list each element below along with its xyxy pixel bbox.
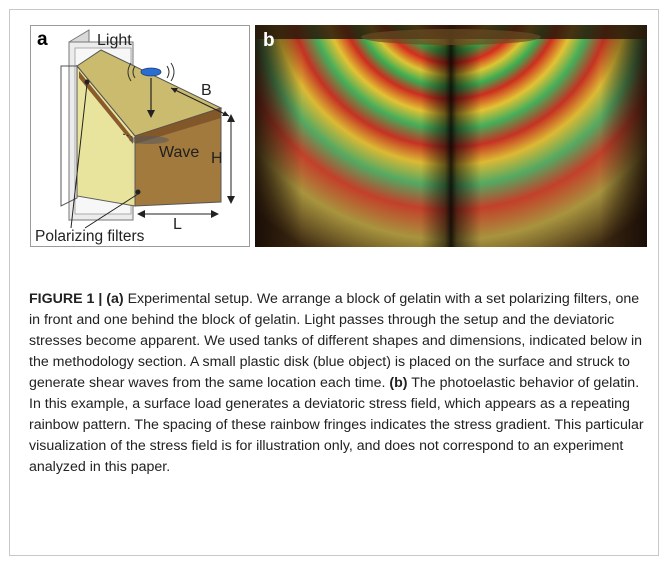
polarizing-filters-label: Polarizing filters [35, 228, 145, 245]
panel-b-letter: b [263, 30, 275, 51]
caption-part-a-text: Experimental setup. We arrange a block o… [29, 291, 643, 391]
photoelastic-image [255, 25, 647, 247]
panel-a-letter: a [37, 29, 48, 50]
photoelastic-image-panel: b [255, 25, 647, 247]
setup-diagram [60, 29, 235, 229]
wave-shape [129, 136, 169, 144]
caption-part-a-marker: (a) [106, 291, 124, 307]
light-label: Light [97, 32, 132, 49]
plastic-disk [140, 67, 162, 77]
figure-label: FIGURE 1 | [29, 291, 103, 307]
caption-part-b-marker: (b) [389, 375, 408, 391]
front-filter [60, 65, 78, 207]
wave-label: Wave [159, 144, 200, 161]
figure-frame [9, 9, 659, 556]
figure-caption: FIGURE 1 | (a) Experimental setup. We ar… [29, 289, 644, 478]
height-label: H [211, 150, 223, 167]
caption-part-b-text: The photoelastic behavior of gelatin. In… [29, 375, 644, 475]
length-label: L [173, 216, 182, 233]
setup-diagram-panel: a Light B Wave H L Polarizing filters [30, 25, 250, 247]
width-label: B [201, 82, 212, 99]
